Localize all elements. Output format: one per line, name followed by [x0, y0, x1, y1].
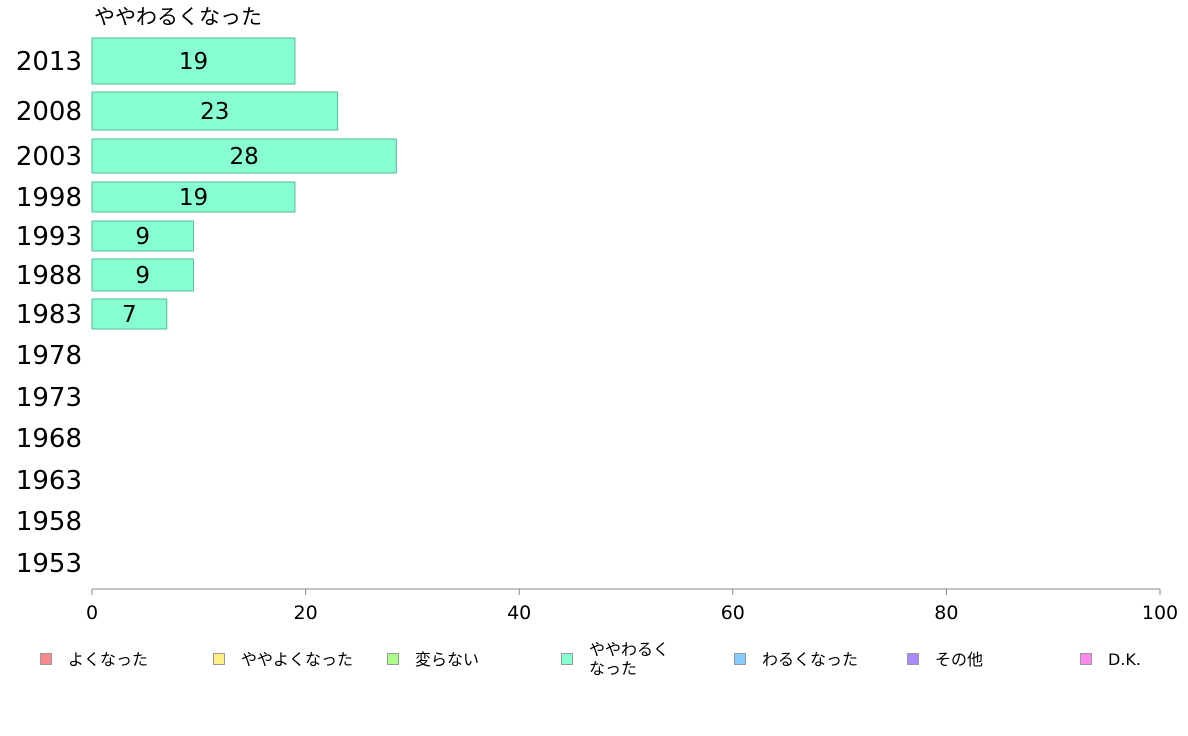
bar-2008 — [91, 91, 339, 131]
legend-label: その他 — [935, 650, 984, 669]
legend-swatch — [734, 653, 746, 665]
y-tick-label: 1988 — [16, 261, 82, 291]
data-label-1983: 7 — [122, 302, 137, 328]
bar-2013 — [91, 37, 296, 85]
x-tick-label: 20 — [294, 602, 318, 624]
y-tick-label: 1973 — [16, 383, 82, 413]
x-axis: 0 20 40 60 80 100 — [86, 588, 1178, 624]
y-tick-label: 1998 — [16, 183, 82, 213]
data-label-2008: 23 — [200, 99, 229, 125]
legend-item: ややわるく なった — [561, 640, 669, 678]
legend-label: よくなった — [68, 650, 149, 669]
legend-swatch — [40, 653, 52, 665]
bar-1988 — [91, 258, 194, 292]
data-label-1993: 9 — [135, 224, 150, 250]
data-label-2003: 28 — [230, 144, 259, 170]
x-tick-label: 0 — [86, 602, 98, 624]
bar-1998 — [91, 181, 296, 213]
legend-label: ややよくなった — [241, 650, 354, 669]
x-tick-label: 100 — [1142, 602, 1178, 624]
y-tick-label: 2008 — [16, 97, 82, 127]
x-tick-label: 40 — [507, 602, 531, 624]
y-tick-label: 1963 — [16, 466, 82, 496]
bar-2003 — [91, 138, 397, 174]
legend-swatch — [907, 653, 919, 665]
legend-item: 変らない — [387, 650, 479, 669]
legend-swatch — [561, 653, 573, 665]
legend-item: よくなった — [40, 650, 148, 669]
legend-swatch — [1080, 653, 1092, 665]
legend-label: 変らない — [415, 650, 480, 669]
y-tick-label: 1968 — [16, 424, 82, 454]
y-tick-label: 1958 — [16, 507, 82, 537]
y-tick-label: 2013 — [16, 47, 82, 77]
legend-label: ややわるく なった — [589, 640, 670, 678]
data-label-2013: 19 — [179, 49, 208, 75]
y-tick-label: 1953 — [16, 549, 82, 579]
legend-swatch — [387, 653, 399, 665]
x-tick-label: 80 — [934, 602, 958, 624]
y-tick-label: 1993 — [16, 222, 82, 252]
legend-item: ややよくなった — [213, 650, 353, 669]
data-label-1998: 19 — [179, 185, 208, 211]
chart-title: ややわるくなった — [94, 5, 262, 29]
data-label-1988: 9 — [135, 263, 150, 289]
legend-item: わるくなった — [734, 650, 858, 669]
y-tick-label: 1983 — [16, 300, 82, 330]
legend-item: その他 — [907, 650, 983, 669]
y-tick-label: 2003 — [16, 142, 82, 172]
x-tick-label: 60 — [721, 602, 745, 624]
bar-1983 — [91, 298, 168, 330]
legend-label: わるくなった — [762, 650, 859, 669]
legend-label: D.K. — [1108, 650, 1141, 669]
y-tick-label: 1978 — [16, 341, 82, 371]
legend-swatch — [213, 653, 225, 665]
y-axis-labels: 2013 2008 2003 1998 1993 1988 1983 1978 1973 1968… — [16, 47, 82, 579]
legend-item: D.K. — [1080, 650, 1141, 669]
bar-1993 — [91, 220, 194, 252]
legend: よくなった ややよくなった 変らない ややわるく なった わるくなった その他 D.K. — [0, 640, 1188, 700]
